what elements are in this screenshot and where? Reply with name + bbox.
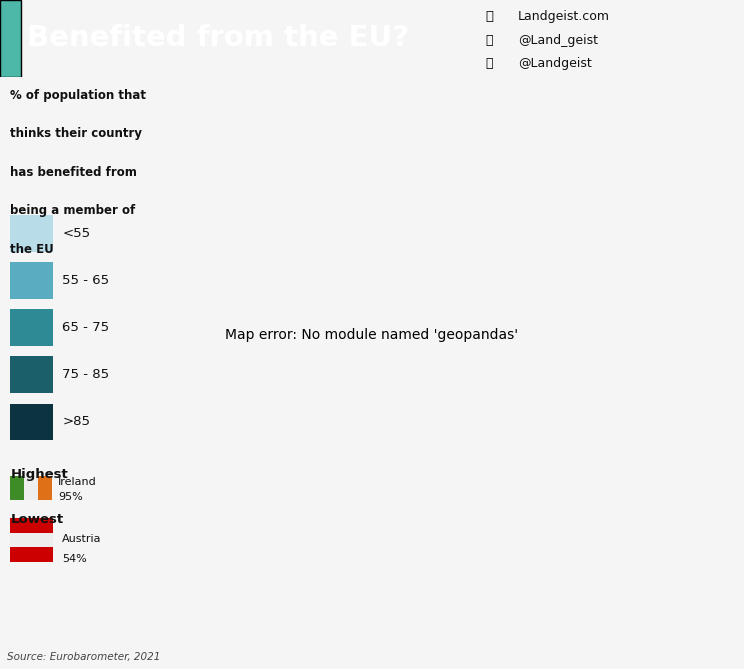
FancyBboxPatch shape	[25, 476, 38, 500]
Text: Highest: Highest	[10, 468, 68, 481]
Text: thinks their country: thinks their country	[10, 127, 143, 140]
Text: % of population that: % of population that	[10, 89, 147, 102]
Text: 75 - 85: 75 - 85	[62, 368, 109, 381]
FancyBboxPatch shape	[10, 215, 54, 252]
Text: Austria: Austria	[62, 534, 102, 543]
Text: Map error: No module named 'geopandas': Map error: No module named 'geopandas'	[225, 328, 519, 341]
Text: @Land_geist: @Land_geist	[518, 33, 598, 47]
Text: Ireland: Ireland	[58, 477, 97, 486]
Text: Benefited from the EU?: Benefited from the EU?	[28, 25, 409, 52]
FancyBboxPatch shape	[10, 547, 54, 562]
FancyBboxPatch shape	[10, 403, 54, 440]
FancyBboxPatch shape	[10, 262, 54, 298]
Text: >85: >85	[62, 415, 90, 428]
Text: 65 - 75: 65 - 75	[62, 321, 109, 334]
FancyBboxPatch shape	[0, 0, 21, 77]
FancyBboxPatch shape	[38, 476, 51, 500]
FancyBboxPatch shape	[10, 518, 54, 533]
FancyBboxPatch shape	[10, 357, 54, 393]
Text: has benefited from: has benefited from	[10, 166, 138, 179]
Text: 🌍: 🌍	[486, 11, 493, 23]
Text: Lowest: Lowest	[10, 513, 64, 526]
Text: <55: <55	[62, 227, 91, 240]
Text: being a member of: being a member of	[10, 205, 135, 217]
Text: @Landgeist: @Landgeist	[518, 57, 591, 70]
Text: 📸: 📸	[486, 33, 493, 47]
Text: 🐦: 🐦	[486, 57, 493, 70]
Text: 95%: 95%	[58, 492, 83, 502]
Text: 54%: 54%	[62, 554, 87, 563]
FancyBboxPatch shape	[10, 476, 25, 500]
Text: Landgeist.com: Landgeist.com	[518, 11, 610, 23]
Text: Source: Eurobarometer, 2021: Source: Eurobarometer, 2021	[7, 652, 161, 662]
FancyBboxPatch shape	[10, 309, 54, 346]
Text: the EU: the EU	[10, 243, 54, 256]
FancyBboxPatch shape	[10, 533, 54, 547]
Text: 55 - 65: 55 - 65	[62, 274, 109, 287]
